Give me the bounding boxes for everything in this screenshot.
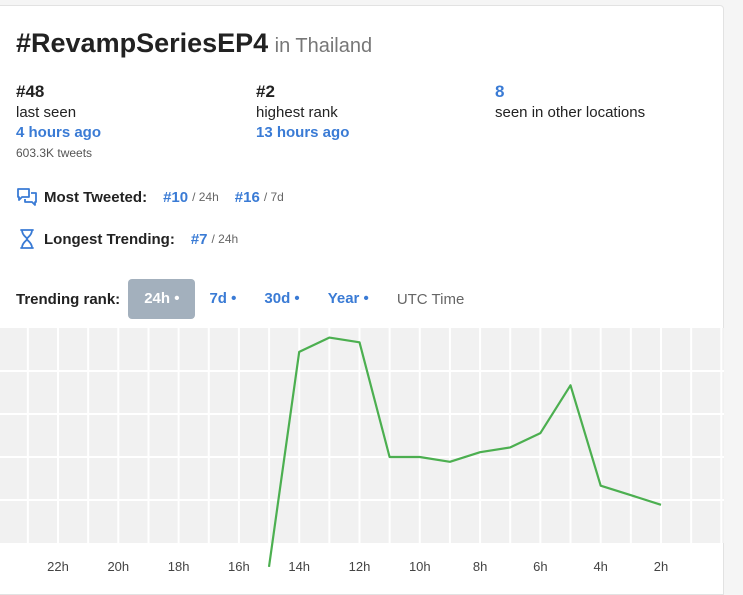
stat-other-locations: 8 seen in other locations bbox=[495, 81, 645, 123]
tab-24h[interactable]: 24h • bbox=[128, 279, 196, 319]
longest-trending-24h-link[interactable]: #7 bbox=[190, 230, 208, 248]
chart-x-tick-label: 4h bbox=[593, 559, 607, 574]
chart-x-tick-label: 20h bbox=[107, 559, 129, 574]
trending-rank-chart: 22h 20h 18h 16h 14h 12h 10h 8h 6h 4h 2h bbox=[0, 328, 724, 574]
trending-rank-label: Trending rank: bbox=[16, 290, 121, 308]
hashtag-title: #RevampSeriesEP4 bbox=[16, 28, 269, 58]
other-locations-label: seen in other locations bbox=[495, 104, 646, 121]
chart-series bbox=[267, 336, 662, 568]
last-seen-rank: #48 bbox=[16, 82, 45, 101]
last-seen-time-link[interactable]: 4 hours ago bbox=[16, 124, 102, 141]
chart-x-tick-label: 6h bbox=[533, 559, 547, 574]
chart-x-tick-label: 10h bbox=[409, 559, 431, 574]
chart-x-tick-label: 14h bbox=[288, 559, 310, 574]
chart-x-tick-label: 8h bbox=[473, 559, 487, 574]
other-locations-count-link[interactable]: 8 bbox=[495, 82, 505, 101]
stat-last-seen: #48 last seen 4 hours ago 603.3K tweets bbox=[16, 81, 101, 163]
most-tweeted-7d-link[interactable]: #16 bbox=[234, 188, 260, 206]
chart-x-ticks: 22h 20h 18h 16h 14h 12h 10h 8h 6h 4h 2h bbox=[47, 559, 668, 574]
location-label: in Thailand bbox=[274, 35, 373, 57]
chat-bubbles-icon bbox=[17, 188, 37, 206]
chart-grid-vertical bbox=[26, 328, 723, 543]
most-tweeted-row: Most Tweeted: #10 / 24h #16 / 7d bbox=[16, 186, 300, 208]
highest-rank-time-link[interactable]: 13 hours ago bbox=[256, 124, 350, 141]
tweet-count: 603.3K tweets bbox=[16, 146, 93, 160]
trending-rank-controls: Trending rank: 24h • 7d • 30d • Year • U… bbox=[16, 279, 474, 319]
stat-highest-rank: #2 highest rank 13 hours ago bbox=[256, 81, 349, 143]
chart-series-line bbox=[267, 336, 662, 568]
longest-trending-row: Longest Trending: #7 / 24h bbox=[16, 228, 254, 250]
longest-trending-label: Longest Trending: bbox=[44, 230, 175, 248]
utc-time-toggle[interactable]: UTC Time bbox=[396, 290, 465, 308]
longest-trending-24h-period: / 24h bbox=[211, 232, 239, 246]
most-tweeted-7d-period: / 7d bbox=[263, 190, 284, 204]
page-title: #RevampSeriesEP4 in Thailand bbox=[16, 28, 372, 59]
chart-x-tick-label: 16h bbox=[228, 559, 250, 574]
tab-30d[interactable]: 30d • bbox=[264, 290, 300, 307]
most-tweeted-label: Most Tweeted: bbox=[44, 188, 148, 206]
chart-x-tick-label: 22h bbox=[47, 559, 69, 574]
chart-grid-horizontal bbox=[0, 370, 724, 501]
chart-x-tick-label: 18h bbox=[168, 559, 190, 574]
tab-year[interactable]: Year • bbox=[327, 290, 369, 307]
chart-x-tick-label: 12h bbox=[349, 559, 371, 574]
highest-rank-value: #2 bbox=[256, 82, 275, 101]
highest-rank-label: highest rank bbox=[256, 104, 338, 121]
hourglass-icon bbox=[20, 229, 34, 249]
most-tweeted-24h-period: / 24h bbox=[192, 190, 219, 204]
chart-plot-area bbox=[0, 328, 724, 543]
last-seen-label: last seen bbox=[16, 104, 77, 121]
most-tweeted-24h-link[interactable]: #10 bbox=[163, 188, 189, 206]
chart-x-tick-label: 2h bbox=[654, 559, 668, 574]
tab-7d[interactable]: 7d • bbox=[209, 290, 237, 307]
